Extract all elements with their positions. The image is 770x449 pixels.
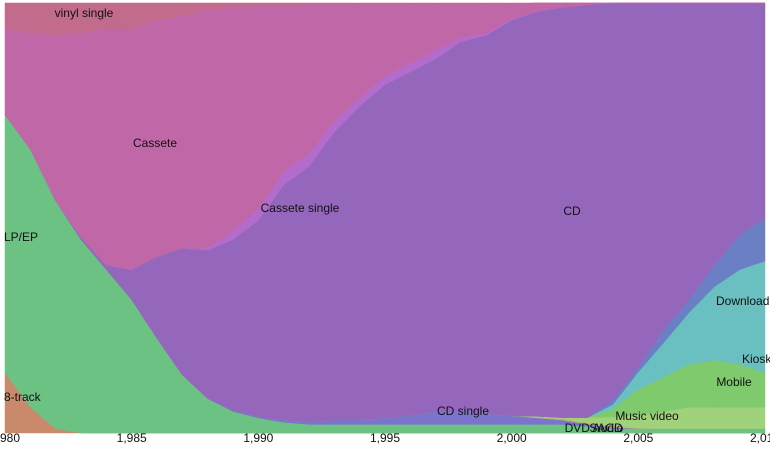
series-label: LP/EP bbox=[4, 230, 38, 244]
series-label: CD bbox=[563, 204, 581, 218]
area bbox=[4, 2, 765, 36]
x-tick-label: 2,000 bbox=[497, 431, 527, 445]
series-label: DVD Audio bbox=[565, 421, 624, 435]
x-tick-label: 1,990 bbox=[243, 431, 273, 445]
series-label: Cassete bbox=[133, 136, 177, 150]
x-tick-label: 1,985 bbox=[117, 431, 147, 445]
series-label: CD single bbox=[437, 404, 489, 418]
series-label: Kiosk bbox=[742, 352, 770, 366]
series-label: Cassete single bbox=[261, 201, 340, 215]
series-label: Music video bbox=[615, 409, 679, 423]
x-tick-label: 1,980 bbox=[0, 431, 20, 445]
x-tick-label: 1,995 bbox=[370, 431, 400, 445]
series-label: 8-track bbox=[4, 390, 42, 404]
series-label: Download bbox=[716, 294, 769, 308]
x-tick-label: 2,005 bbox=[623, 431, 653, 445]
x-tick-label: 2,010 bbox=[750, 431, 770, 445]
series-label: vinyl single bbox=[55, 6, 114, 20]
series-label: Mobile bbox=[716, 375, 752, 389]
series-label: SACD bbox=[589, 421, 623, 435]
